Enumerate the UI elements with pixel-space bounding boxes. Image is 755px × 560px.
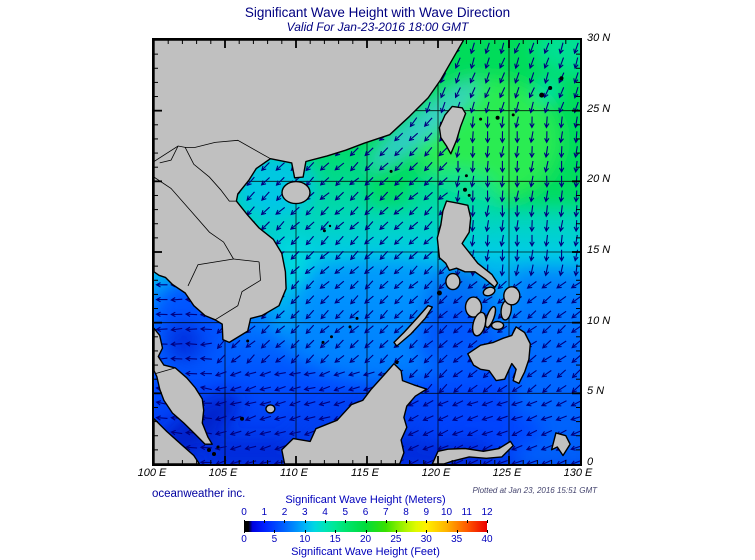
meters-notch xyxy=(426,520,428,523)
land-borneo xyxy=(281,363,428,464)
feet-tick-5: 5 xyxy=(271,534,278,545)
plotted-timestamp: Plotted at Jan 23, 2016 15:51 GMT xyxy=(472,486,597,495)
feet-tick-30: 30 xyxy=(420,534,432,545)
meters-tick-10: 10 xyxy=(440,507,453,518)
feet-tick-25: 25 xyxy=(390,534,402,545)
meters-notch xyxy=(345,520,347,523)
meters-notch xyxy=(487,520,488,523)
land-panay xyxy=(464,296,483,318)
lon-label-115: 115 E xyxy=(351,467,379,479)
wave-map xyxy=(152,38,582,466)
land-natuna xyxy=(265,404,276,414)
land-asia-mainland xyxy=(154,40,465,344)
land-sulawesi xyxy=(431,440,514,464)
feet-tick-15: 15 xyxy=(329,534,341,545)
meters-notch xyxy=(304,520,306,523)
meters-tick-0: 0 xyxy=(241,507,247,518)
land-hainan xyxy=(281,180,311,205)
meters-notch xyxy=(284,520,286,523)
land-malay-peninsula xyxy=(154,327,213,445)
land-luzon xyxy=(436,200,499,288)
feet-tick-20: 20 xyxy=(359,534,372,545)
legend-meters-label: Significant Wave Height (Meters) xyxy=(285,494,446,506)
land-masbate xyxy=(482,286,496,297)
page-title: Significant Wave Height with Wave Direct… xyxy=(244,5,511,20)
land-taiwan xyxy=(438,105,467,155)
feet-tick-10: 10 xyxy=(299,534,311,545)
lon-label-125: 125 E xyxy=(492,467,522,479)
feet-tick-40: 40 xyxy=(481,534,493,545)
meters-notch xyxy=(405,520,407,523)
page-subtitle: Valid For Jan-23-2016 18:00 GMT xyxy=(286,20,469,34)
meters-notch xyxy=(324,520,326,523)
lat-label-10: 10 N xyxy=(587,314,611,327)
legend-colorbar xyxy=(244,521,487,532)
meters-notch xyxy=(466,520,468,523)
wave-map-svg xyxy=(154,40,580,464)
meters-tick-3: 3 xyxy=(301,507,308,518)
meters-tick-6: 6 xyxy=(362,507,369,518)
lat-label-20: 20 N xyxy=(587,173,611,186)
meters-notch xyxy=(244,520,245,523)
land-samar xyxy=(503,286,521,306)
feet-notch xyxy=(426,530,428,533)
lon-label-105: 105 E xyxy=(208,467,238,479)
land-halmahera xyxy=(550,432,571,457)
feet-notch xyxy=(335,530,337,533)
meters-notch xyxy=(264,520,266,523)
meters-tick-11: 11 xyxy=(461,507,472,518)
meters-tick-2: 2 xyxy=(281,507,288,518)
lat-label-5: 5 N xyxy=(587,385,605,398)
meters-notch xyxy=(385,520,387,523)
small-islands-layer xyxy=(207,76,564,456)
legend-colorbar-wrap xyxy=(244,520,488,533)
lon-label-130: 130 E xyxy=(563,467,593,479)
land-bohol xyxy=(490,320,505,331)
meters-tick-8: 8 xyxy=(403,507,409,518)
lon-label-120: 120 E xyxy=(421,467,451,479)
meters-tick-4: 4 xyxy=(322,507,328,518)
feet-notch xyxy=(456,530,458,533)
feet-tick-35: 35 xyxy=(451,534,463,545)
legend-meters-ticks: 0 1 2 3 4 5 6 7 8 9 10 11 12 xyxy=(241,507,492,519)
lat-label-0: 0 xyxy=(587,456,594,468)
legend-feet-ticks: 0 5 10 15 20 25 30 35 40 xyxy=(241,534,492,546)
lat-label-30: 30 N xyxy=(587,32,611,44)
land-cebu xyxy=(484,305,497,329)
land-mindanao xyxy=(467,326,531,385)
land-palawan xyxy=(393,305,433,347)
lat-label-15: 15 N xyxy=(587,244,611,256)
feet-notch xyxy=(487,530,488,533)
meters-tick-9: 9 xyxy=(423,507,430,518)
lat-label-25: 25 N xyxy=(587,102,611,115)
feet-notch xyxy=(395,530,397,533)
meters-notch xyxy=(365,520,367,523)
feet-notch xyxy=(365,530,367,533)
meters-tick-5: 5 xyxy=(342,507,349,518)
meters-tick-7: 7 xyxy=(382,507,389,518)
oceanweather-brand: oceanweather inc. xyxy=(152,488,246,500)
meters-tick-1: 1 xyxy=(261,507,268,518)
meters-notch xyxy=(446,520,448,523)
legend-feet-label: Significant Wave Height (Feet) xyxy=(291,546,440,558)
axis-ticks-layer xyxy=(154,40,580,464)
feet-notch xyxy=(274,530,276,533)
lon-label-100: 100 E xyxy=(137,467,167,479)
country-borders-layer xyxy=(154,139,271,374)
feet-notch xyxy=(244,530,245,533)
meters-tick-12: 12 xyxy=(481,507,493,518)
land-layer xyxy=(154,40,571,464)
feet-tick-0: 0 xyxy=(241,534,247,545)
lon-label-110: 110 E xyxy=(280,467,308,479)
land-sumatra xyxy=(154,418,201,464)
land-mindoro xyxy=(445,272,461,291)
feet-notch xyxy=(304,530,306,533)
